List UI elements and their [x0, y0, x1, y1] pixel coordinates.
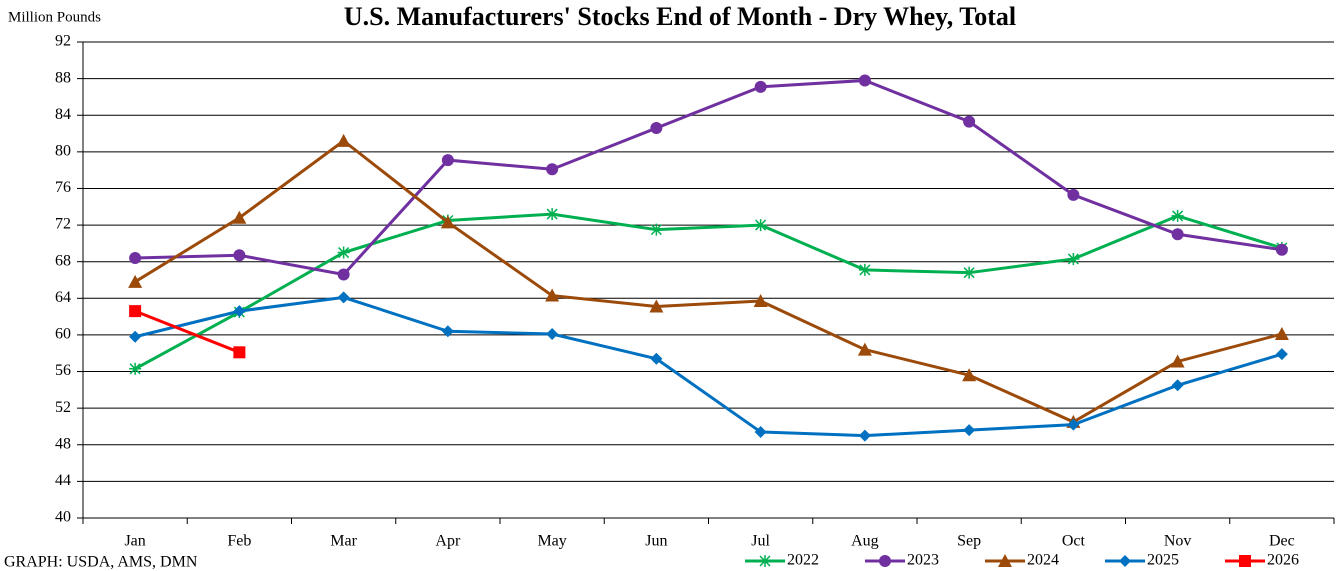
marker [650, 223, 663, 236]
marker [753, 294, 768, 308]
y-tick-label: 80 [55, 143, 71, 160]
marker [650, 352, 663, 365]
x-tick-label: Oct [1062, 533, 1086, 550]
x-tick-label: Jan [124, 533, 145, 550]
legend-item: 2022 [745, 552, 819, 569]
marker [128, 274, 143, 288]
marker [233, 346, 246, 359]
source: GRAPH: USDA, AMS, DMN [4, 554, 198, 571]
marker [1275, 243, 1288, 256]
legend-label: 2025 [1147, 552, 1179, 569]
marker [546, 163, 559, 176]
marker [879, 555, 891, 567]
x-tick-label: Mar [330, 533, 357, 550]
y-tick-label: 44 [55, 472, 71, 489]
y-tick-label: 88 [55, 69, 71, 86]
marker [232, 210, 247, 224]
legend-item: 2025 [1105, 552, 1179, 569]
x-tick-label: Feb [227, 533, 251, 550]
marker [1171, 379, 1184, 392]
y-tick-label: 52 [55, 399, 71, 416]
marker [962, 368, 977, 382]
y-tick-label: 64 [55, 289, 71, 306]
marker [1170, 354, 1185, 368]
marker [1067, 418, 1080, 431]
marker [754, 219, 767, 232]
x-tick-label: Aug [851, 533, 879, 550]
series-line [134, 212, 1283, 371]
marker [858, 263, 871, 276]
x-tick-label: Jul [751, 533, 770, 550]
marker [337, 246, 350, 259]
chart-title: U.S. Manufacturers' Stocks End of Month … [344, 2, 1016, 31]
marker [963, 424, 976, 437]
marker [129, 362, 142, 375]
marker [650, 122, 663, 135]
marker [545, 288, 560, 302]
marker [1067, 188, 1080, 201]
x-tick-label: Nov [1164, 533, 1192, 550]
x-tick-label: May [537, 533, 566, 550]
y-axis-label: Million Pounds [8, 9, 101, 25]
series-line [134, 138, 1283, 424]
y-tick-label: 72 [55, 216, 71, 233]
x-tick-label: Dec [1269, 533, 1295, 550]
marker [1171, 228, 1184, 241]
x-tick-label: Sep [957, 533, 981, 550]
legend-item: 2023 [865, 552, 939, 569]
y-tick-label: 40 [55, 509, 71, 526]
y-tick-label: 76 [55, 179, 71, 196]
marker [754, 80, 767, 93]
legend-item: 2024 [985, 552, 1059, 569]
legend-label: 2026 [1267, 552, 1299, 569]
y-tick-label: 84 [55, 106, 71, 123]
marker [440, 215, 455, 229]
marker [1171, 209, 1184, 222]
marker [546, 328, 559, 341]
marker [441, 325, 454, 338]
marker [129, 330, 142, 343]
series-line [134, 295, 1283, 438]
marker [337, 268, 350, 281]
y-tick-label: 48 [55, 435, 71, 452]
y-tick-label: 68 [55, 252, 71, 269]
y-tick-label: 60 [55, 326, 71, 343]
series-line [134, 309, 240, 354]
marker [963, 115, 976, 128]
marker [233, 249, 246, 262]
legend-item: 2026 [1225, 552, 1299, 569]
legend-label: 2023 [907, 552, 939, 569]
y-tick-label: 92 [55, 33, 71, 50]
marker [1275, 348, 1288, 361]
marker [1239, 555, 1251, 567]
marker [441, 154, 454, 167]
y-tick-label: 56 [55, 362, 71, 379]
marker [1274, 327, 1289, 341]
marker [1119, 555, 1131, 567]
marker [1067, 252, 1080, 265]
marker [336, 133, 351, 147]
series-line [135, 78, 1283, 277]
marker [233, 305, 246, 318]
marker [998, 554, 1012, 567]
marker [649, 299, 664, 313]
marker [337, 291, 350, 304]
marker [129, 305, 142, 318]
marker [546, 208, 559, 221]
marker [858, 429, 871, 442]
x-tick-label: Apr [435, 533, 461, 550]
marker [754, 425, 767, 438]
marker [759, 555, 771, 567]
marker [858, 74, 871, 87]
legend-label: 2022 [787, 552, 819, 569]
marker [963, 266, 976, 279]
legend-label: 2024 [1027, 552, 1059, 569]
marker [129, 252, 142, 265]
marker [857, 342, 872, 356]
x-tick-label: Jun [645, 533, 667, 550]
